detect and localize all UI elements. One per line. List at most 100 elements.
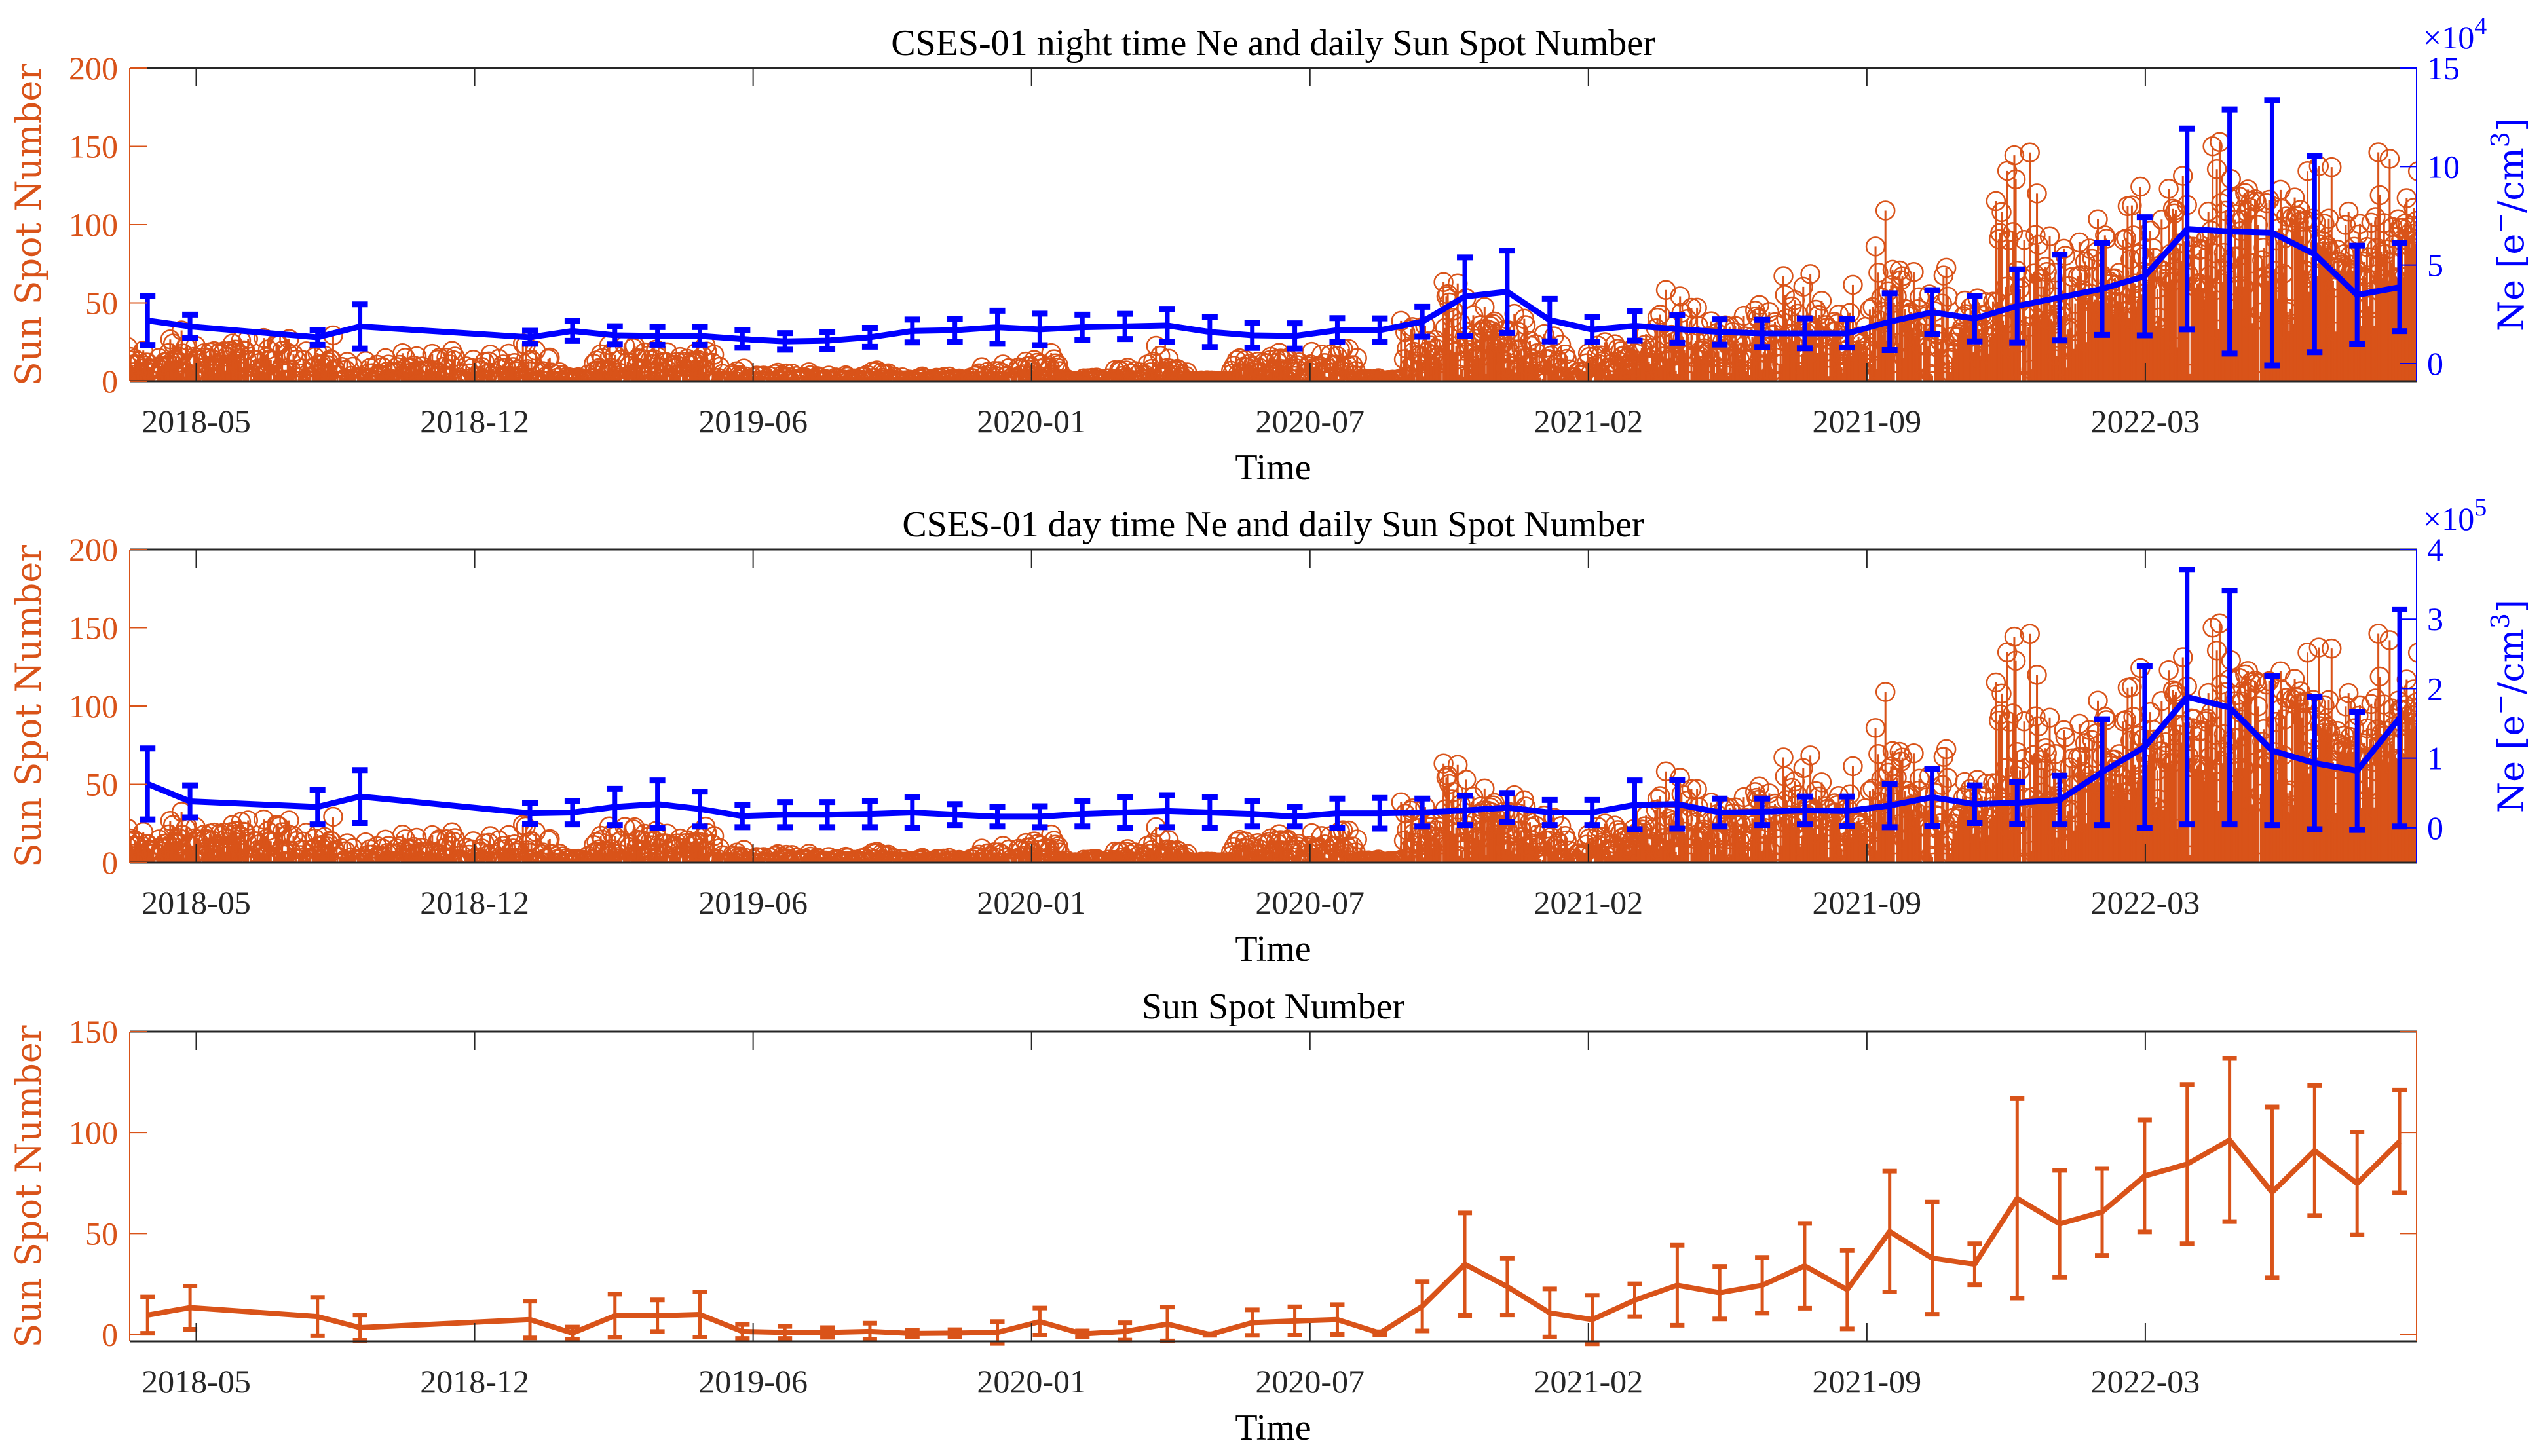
ne-label-part: 3: [2486, 132, 2515, 147]
ssn-point: [2005, 169, 2026, 190]
ssn-point: [671, 852, 692, 863]
ssn-point: [1433, 272, 1454, 292]
ssn-point: [1680, 371, 1701, 381]
ssn-point: [1800, 264, 1820, 284]
ssn-point: [2249, 371, 2270, 381]
ssn-point: [279, 329, 299, 349]
x-axis-label: Time: [1235, 447, 1311, 488]
ssn-point: [341, 365, 362, 381]
ssn-point: [2403, 198, 2417, 218]
ssn-point: [1787, 303, 1808, 324]
ssn-point: [485, 371, 506, 381]
x-tick-label: 2018-05: [141, 403, 251, 439]
panel-2: CSES-01 day time Ne and daily Sun Spot N…: [8, 494, 2532, 969]
ssn-point: [1875, 200, 1896, 221]
ssn-point: [1699, 371, 1720, 381]
ssn-point: [514, 852, 535, 863]
ssn-point: [516, 816, 536, 837]
ssn-point: [289, 371, 309, 381]
ssn-point: [1892, 266, 1913, 287]
ssn-point: [555, 852, 576, 863]
y-tick-label-left: 100: [69, 206, 118, 243]
y-tick-label-right: 15: [2427, 50, 2460, 86]
ssn-point: [1811, 291, 1832, 311]
y-axis-label-left: Sun Spot Number: [8, 64, 49, 386]
ne-label-part: /cm: [2491, 147, 2532, 213]
ssn-point: [651, 371, 672, 381]
ssn-point: [1341, 371, 1362, 381]
ssn-point: [347, 371, 367, 381]
x-tick-label: 2018-12: [420, 403, 529, 439]
ssn-point: [301, 371, 322, 381]
ssn-point: [1034, 371, 1055, 381]
ssn-point: [493, 836, 514, 856]
y-tick-label-right: 5: [2427, 247, 2443, 284]
ssn-point: [2379, 149, 2400, 169]
ssn-point: [624, 817, 645, 838]
ssn-point: [1655, 280, 1676, 300]
ssn-point: [2014, 229, 2035, 250]
ssn-point: [2245, 189, 2265, 210]
ssn-point: [2039, 226, 2060, 246]
ssn-point: [2003, 222, 2024, 242]
ssn-point: [707, 852, 727, 863]
chart-title: CSES-01 night time Ne and daily Sun Spot…: [891, 23, 1655, 64]
ssn-point: [1843, 274, 1863, 295]
ssn-point: [651, 852, 672, 863]
ssn-point: [1991, 202, 2012, 223]
ssn-point: [2368, 142, 2388, 162]
ssn-point: [1432, 371, 1452, 381]
ssn-point: [238, 810, 259, 831]
ssn-point: [2246, 191, 2267, 212]
y-tick-label-left: 0: [102, 363, 118, 400]
ssn-point: [485, 852, 506, 863]
ssn-point: [1551, 335, 1572, 355]
ssn-point: [704, 826, 725, 846]
ssn-point: [1746, 306, 1767, 327]
ssn-point: [1347, 348, 1367, 368]
ssn-point: [1143, 832, 1163, 853]
ssn-point: [301, 852, 322, 863]
ne-label-part: ]: [2491, 118, 2532, 132]
ssn-point: [429, 829, 449, 849]
ssn-point: [1681, 297, 1702, 318]
ssn-point: [678, 852, 699, 863]
ssn-point: [1986, 191, 2006, 212]
ssn-point: [347, 852, 367, 863]
ssn-point: [1934, 371, 1955, 381]
ssn-point: [1733, 305, 1754, 326]
ssn-point: [477, 364, 498, 381]
ssn-point: [1531, 371, 1552, 381]
ssn-point: [2011, 371, 2032, 381]
exponent-base: ×10: [2423, 19, 2474, 56]
ssn-point: [597, 362, 618, 381]
ssn-point: [2206, 159, 2227, 179]
ssn-point: [2396, 188, 2417, 208]
ssn-point: [490, 371, 510, 381]
ne-series: [140, 97, 2408, 369]
chart-title: CSES-01 day time Ne and daily Sun Spot N…: [902, 504, 1644, 545]
ssn-point: [2402, 223, 2417, 244]
ssn-point: [707, 371, 727, 381]
ssn-point: [596, 852, 617, 863]
ssn-point: [1537, 371, 1557, 381]
ssn-point: [1007, 852, 1028, 863]
ssn-point: [540, 829, 560, 849]
ssn-point: [2024, 263, 2044, 284]
ssn-point: [2020, 142, 2040, 162]
ssn-point: [130, 818, 138, 838]
ssn-point: [341, 847, 362, 863]
ssn-point: [2128, 244, 2149, 265]
ssn-point: [2406, 210, 2417, 231]
ssn-point: [322, 831, 342, 851]
ssn-point: [2004, 145, 2025, 166]
ssn-point: [423, 371, 444, 381]
ssn-point: [1923, 371, 1944, 381]
ssn-point: [1868, 263, 1889, 283]
ssn-point: [2017, 371, 2037, 381]
ssn-point: [1285, 365, 1305, 381]
ssn-point: [130, 337, 138, 357]
panel-1: CSES-01 night time Ne and daily Sun Spot…: [8, 12, 2532, 488]
x-tick-label: 2021-09: [1813, 403, 1922, 439]
